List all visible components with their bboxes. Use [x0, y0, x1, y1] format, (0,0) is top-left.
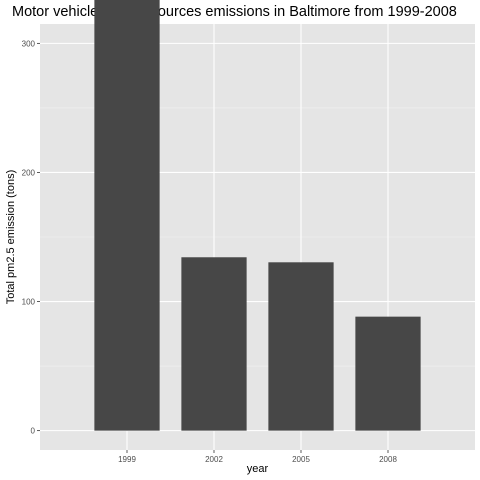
x-tick-label-2002: 2002 — [205, 455, 223, 464]
bar-2002 — [181, 257, 247, 431]
bar-2005 — [268, 262, 334, 431]
bar-1999 — [94, 0, 160, 431]
x-tick-label-2008: 2008 — [379, 455, 397, 464]
bars — [94, 0, 421, 431]
y-tick-label: 200 — [22, 168, 36, 177]
x-axis-title: year — [247, 463, 269, 475]
y-tick-label: 300 — [22, 39, 36, 48]
y-tick-label: 100 — [22, 298, 36, 307]
x-tick-label-1999: 1999 — [118, 455, 136, 464]
x-axis: 1999 2002 2005 2008 — [118, 450, 397, 464]
y-axis-title: Total pm2.5 emission (tons) — [5, 170, 17, 305]
chart-title: Motor vehicle related sources emissions … — [12, 4, 457, 20]
y-tick-label: 0 — [31, 427, 36, 436]
y-axis: 0 100 200 300 — [22, 39, 40, 436]
x-tick-label-2005: 2005 — [292, 455, 310, 464]
bar-2008 — [355, 316, 421, 431]
